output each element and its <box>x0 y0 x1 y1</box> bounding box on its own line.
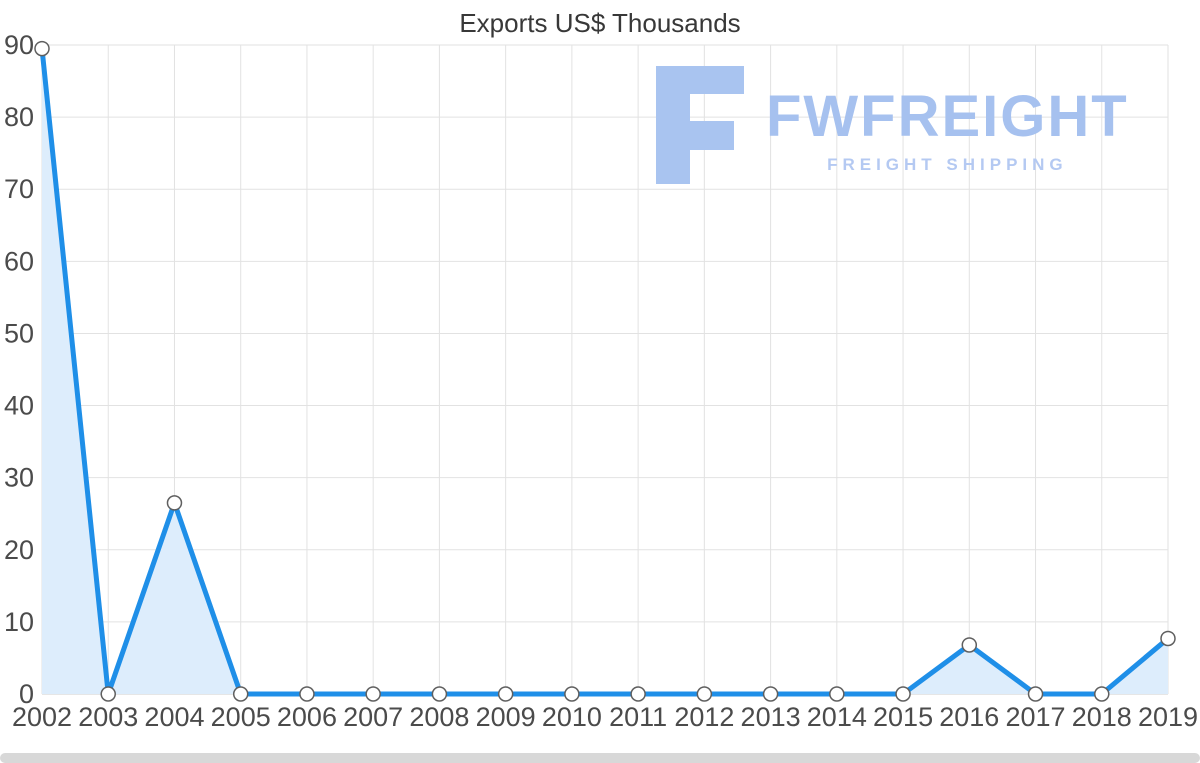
x-tick-label: 2017 <box>1005 702 1065 732</box>
y-tick-label: 40 <box>4 391 34 421</box>
data-point <box>166 495 183 511</box>
y-tick-label: 90 <box>4 30 34 60</box>
data-point <box>232 686 249 702</box>
data-point <box>365 686 381 702</box>
y-tick-label: 60 <box>4 246 34 276</box>
horizontal-scrollbar[interactable] <box>0 753 1200 763</box>
data-point <box>1027 686 1044 702</box>
data-point <box>961 637 978 653</box>
x-tick-label: 2019 <box>1138 702 1198 732</box>
area-fill <box>42 48 1168 695</box>
x-tick-label: 2008 <box>409 702 469 732</box>
y-tick-label: 50 <box>4 318 34 348</box>
data-point <box>895 686 911 702</box>
data-point <box>630 686 646 702</box>
x-tick-label: 2010 <box>542 702 602 732</box>
data-point <box>100 686 116 702</box>
x-tick-label: 2012 <box>674 702 734 732</box>
y-tick-label: 70 <box>4 174 34 204</box>
data-point <box>762 686 779 702</box>
x-tick-label: 2009 <box>476 702 536 732</box>
data-line <box>39 46 1171 697</box>
data-point <box>299 686 315 702</box>
data-point <box>431 686 448 702</box>
x-tick-label: 2014 <box>807 702 867 732</box>
data-point <box>1094 686 1110 702</box>
data-point <box>497 686 514 702</box>
data-point <box>34 40 50 57</box>
x-tick-label: 2005 <box>211 702 271 732</box>
y-tick-label: 10 <box>4 607 34 637</box>
x-tick-label: 2007 <box>343 702 403 732</box>
y-tick-label: 30 <box>4 463 34 493</box>
data-point <box>829 686 845 702</box>
x-tick-label: 2003 <box>78 702 138 732</box>
x-tick-label: 2006 <box>277 702 337 732</box>
y-tick-label: 0 <box>19 679 34 709</box>
x-tick-label: 2004 <box>144 702 204 732</box>
x-tick-label: 2015 <box>873 702 933 732</box>
x-tick-label: 2013 <box>741 702 801 732</box>
data-point <box>564 686 580 702</box>
data-point <box>696 686 713 702</box>
chart-title: Exports US$ Thousands <box>459 8 741 38</box>
y-tick-label: 80 <box>4 102 34 132</box>
y-tick-label: 20 <box>4 535 34 565</box>
data-point <box>1160 630 1176 647</box>
x-tick-label: 2016 <box>939 702 999 732</box>
x-tick-label: 2018 <box>1072 702 1132 732</box>
x-tick-label: 2011 <box>609 702 667 732</box>
x-tick-label: 2002 <box>12 702 72 732</box>
